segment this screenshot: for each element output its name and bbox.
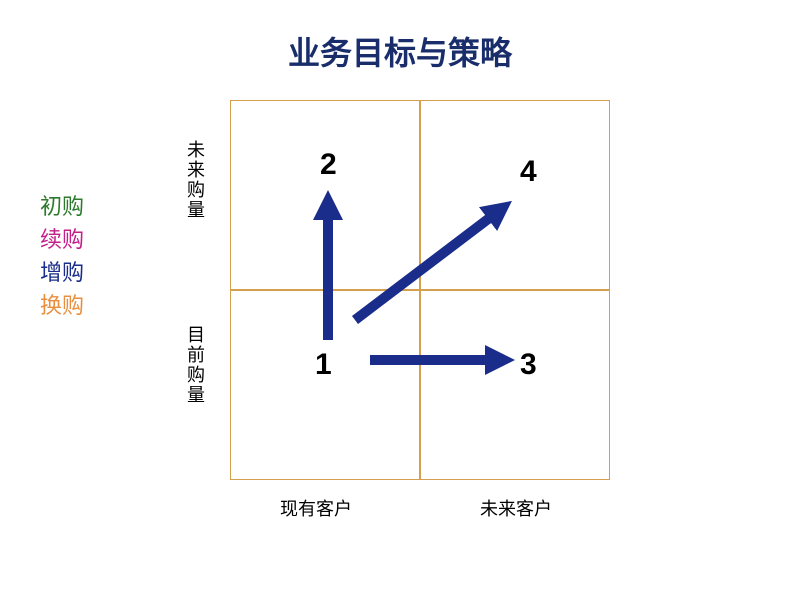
legend-item-3: 换购 [40,289,84,322]
quadrant-4: 4 [520,155,537,189]
y-label-bottom: 目前购量 [182,325,208,405]
quadrant-1: 1 [315,348,332,382]
quadrant-3: 3 [520,348,537,382]
matrix-container: 未来购量 目前购量 1 2 3 4 现有客户 未来客户 [230,100,610,480]
legend-item-0: 初购 [40,190,84,223]
quadrant-2: 2 [320,148,337,182]
cell-top-right [420,100,610,290]
cell-bottom-right [420,290,610,480]
y-label-top: 未来购量 [182,140,208,220]
page-title: 业务目标与策略 [288,28,512,74]
x-label-left: 现有客户 [280,495,352,521]
x-label-right: 未来客户 [480,495,552,521]
legend: 初购 续购 增购 换购 [40,190,84,322]
legend-item-2: 增购 [40,256,84,289]
quadrant-matrix: 1 2 3 4 [230,100,610,480]
legend-item-1: 续购 [40,223,84,256]
cell-top-left [230,100,420,290]
cell-bottom-left [230,290,420,480]
